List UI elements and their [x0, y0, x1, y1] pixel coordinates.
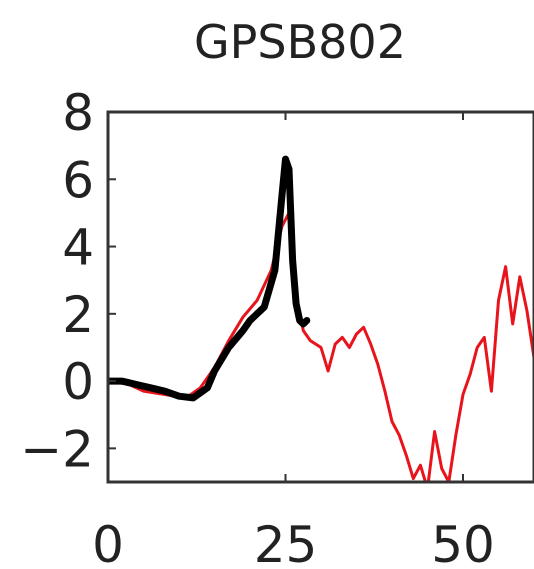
y-tick-label: −2 [20, 420, 94, 478]
series-line-1 [108, 155, 311, 402]
series-line-0 [108, 211, 534, 482]
y-tick-label: 8 [62, 84, 94, 142]
y-tick-label: 2 [62, 286, 94, 344]
ticks-layer [107, 111, 464, 482]
x-tick-label: 50 [431, 516, 495, 569]
x-tick-label: 25 [254, 516, 318, 569]
y-tick-label: 6 [62, 151, 94, 209]
x-tick-label: 0 [92, 516, 124, 569]
y-tick-label: 4 [62, 219, 94, 277]
tick-labels-layer: −2 0 2 4 6 8 0 25 50 [20, 84, 495, 569]
chart-title: GPSB802 [194, 15, 406, 69]
y-tick-label: 0 [62, 353, 94, 411]
series-layer [108, 155, 534, 482]
plot-frame [106, 110, 534, 484]
